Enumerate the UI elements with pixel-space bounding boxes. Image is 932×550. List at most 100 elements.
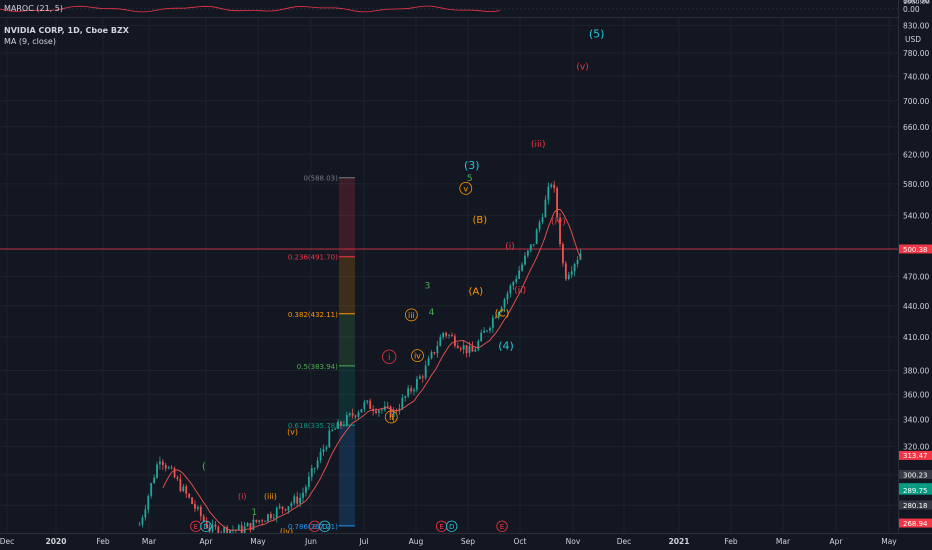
wave-label-circle [411, 349, 424, 363]
candle-body [506, 293, 509, 300]
candle-body [410, 388, 412, 392]
wave-label-circle [200, 520, 212, 532]
candle-body [141, 517, 144, 525]
candle-body [474, 349, 477, 352]
wave-label-text: (A) [469, 287, 484, 298]
candle-body [217, 526, 220, 535]
price-badge-text: 500.38 [903, 246, 928, 254]
candle-body [214, 524, 217, 527]
candle-body [503, 299, 506, 308]
wave-label-text: E [194, 523, 198, 531]
wave-label: 4 [429, 308, 435, 318]
candle [567, 271, 570, 281]
candle [351, 408, 354, 419]
candle-body [471, 346, 474, 352]
candle [424, 360, 427, 381]
candle-body [357, 412, 360, 417]
price-badge-text: 280.18 [903, 502, 928, 510]
candle [439, 334, 442, 347]
wave-label: (v) [287, 427, 298, 436]
candle [188, 493, 191, 499]
price-tick-label: 580.00 [903, 180, 929, 189]
candle-body [281, 506, 284, 509]
candle-body [351, 413, 354, 416]
price-badge-text: 300.23 [903, 471, 928, 479]
price-tick-label: 340.00 [903, 416, 929, 425]
candle [462, 340, 465, 355]
candle [503, 297, 506, 312]
price-badge-bg [899, 244, 932, 254]
wave-label-text: (v) [576, 62, 588, 72]
candle [197, 505, 199, 511]
candle [430, 350, 433, 360]
time-tick-label: Sep [461, 537, 475, 546]
wave-label: (B) [473, 215, 488, 226]
time-tick-label: Aug [409, 537, 424, 546]
candle [182, 483, 185, 493]
candle-body [345, 414, 348, 425]
candle-body [343, 424, 345, 426]
candle [272, 513, 275, 521]
wave-label-text: E [500, 523, 504, 531]
candle [307, 471, 310, 490]
price-tick-label: 540.00 [903, 211, 929, 220]
candle [573, 262, 576, 277]
wave-label-text: (4) [498, 340, 514, 353]
wave-label-circle [459, 182, 473, 195]
candle-body [430, 352, 433, 359]
price-tick-label: 380.00 [903, 366, 929, 375]
wave-label-text: (iv) [551, 217, 566, 227]
candle [246, 522, 249, 527]
wave-label-circle [435, 520, 448, 532]
candle [521, 262, 523, 272]
candle [360, 409, 363, 413]
candle-body [486, 330, 488, 332]
time-tick-label: 2020 [46, 537, 67, 546]
candle [202, 513, 205, 523]
price-badge-bg [899, 469, 932, 479]
candle [380, 408, 383, 414]
candle [316, 456, 319, 471]
candle-body [462, 345, 465, 350]
price-badge: 280.18 [899, 500, 932, 510]
wave-label-text: 1 [251, 508, 257, 518]
candle-body [293, 496, 296, 504]
candle [562, 242, 564, 267]
wave-label: (iii) [531, 140, 546, 150]
price-tick-label: 700.00 [903, 97, 929, 106]
candle-body [465, 345, 468, 354]
candle [421, 374, 424, 383]
price-badge-bg [899, 450, 932, 460]
candle-body [418, 376, 421, 379]
wave-label-circle [309, 520, 321, 532]
candle [293, 493, 296, 506]
candle [153, 474, 155, 484]
candle-body [433, 352, 436, 354]
time-tick-label: 2021 [669, 537, 690, 546]
price-badge: 300.23 [899, 469, 932, 479]
candle [337, 418, 339, 430]
time-tick-label: Mar [776, 537, 791, 546]
candle [366, 400, 369, 405]
candle [398, 403, 401, 415]
candle-body [556, 188, 558, 218]
candle [232, 525, 234, 534]
oscillator-label: MAROC (21, 5) [4, 4, 63, 13]
candle-body [491, 317, 494, 328]
candle-body [270, 514, 272, 519]
wave-label: (3) [464, 159, 480, 172]
fib-level-label: 0.382(432.11) [288, 311, 338, 319]
candle-body [226, 526, 229, 536]
time-tick-label: Jul [358, 537, 368, 546]
price-tick-label: 660.00 [903, 123, 929, 132]
candle [284, 508, 287, 512]
candle-body [249, 523, 252, 530]
candle [167, 465, 170, 470]
wave-label-text: D [203, 523, 208, 531]
candle-body [564, 263, 567, 280]
wave-label: 1 [251, 508, 257, 518]
wave-label-text: D [449, 523, 454, 531]
price-badge: 268.94 [899, 518, 932, 528]
candle-body [302, 492, 304, 498]
